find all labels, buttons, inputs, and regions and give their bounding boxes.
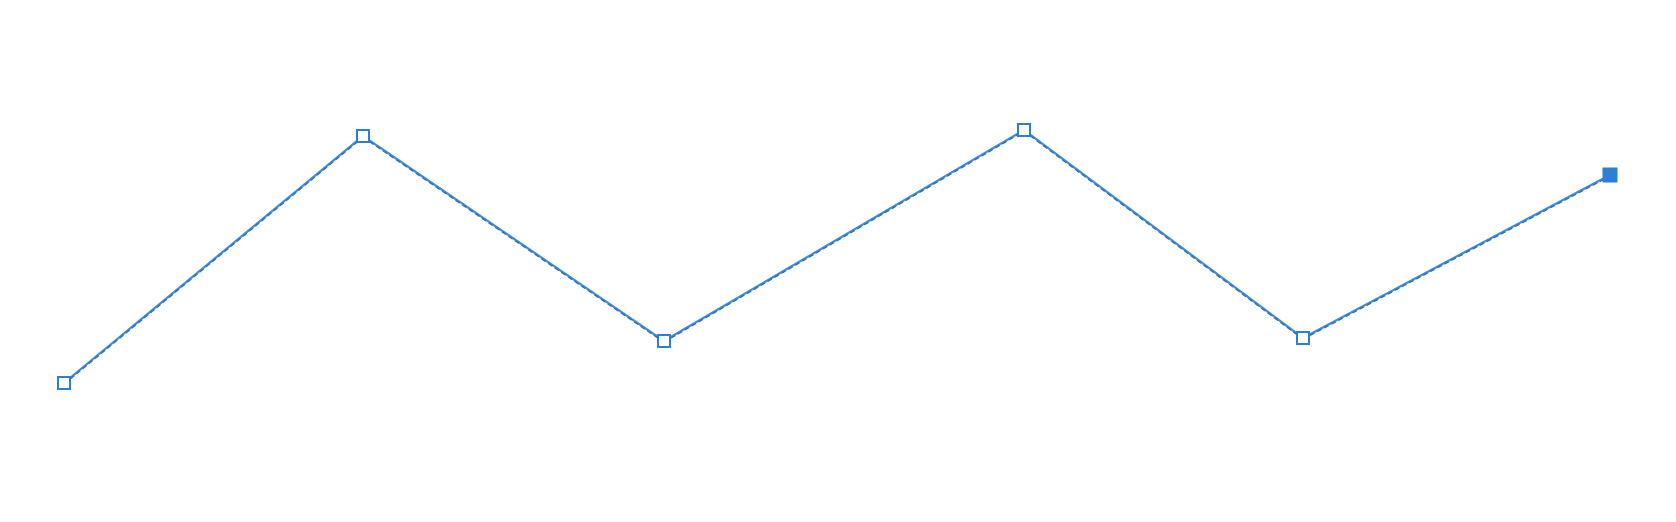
vertex-handle[interactable] (657, 334, 671, 348)
vertex-handle[interactable] (1296, 331, 1310, 345)
polyline-segment[interactable] (1302, 174, 1611, 339)
polyline-segment[interactable] (362, 135, 665, 342)
vertex-handles[interactable] (57, 123, 1618, 390)
polyline-segment[interactable] (663, 129, 1025, 342)
polyline-segment[interactable] (1023, 129, 1304, 339)
polyline-segments[interactable] (63, 129, 1611, 385)
polyline-segment[interactable] (63, 135, 364, 384)
vertex-handle-selected[interactable] (1602, 167, 1618, 183)
vertex-handle[interactable] (356, 129, 370, 143)
vertex-handle[interactable] (57, 376, 71, 390)
vertex-handle[interactable] (1017, 123, 1031, 137)
